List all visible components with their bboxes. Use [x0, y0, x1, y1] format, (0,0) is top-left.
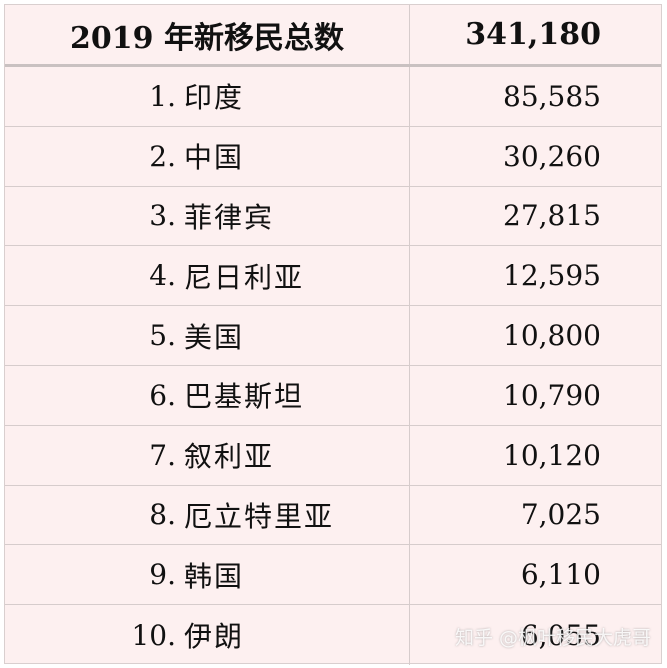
- country-name: 尼日利亚: [184, 260, 305, 294]
- country-name: 菲律宾: [184, 200, 275, 234]
- header-total: 341,180: [465, 17, 601, 52]
- country-cell: 1. 印度: [5, 67, 410, 126]
- table-header-row: 2019 年新移民总数 341,180: [5, 5, 661, 67]
- country-name: 中国: [184, 141, 245, 175]
- immigrant-count: 30,260: [503, 139, 601, 173]
- table-row: 3. 菲律宾 27,815: [5, 186, 661, 247]
- country-name: 伊朗: [184, 620, 245, 654]
- rank-number: 7.: [149, 438, 176, 472]
- country-cell: 8. 厄立特里亚: [5, 485, 410, 545]
- rank-number: 5.: [149, 319, 176, 353]
- rank-number: 9.: [149, 558, 176, 592]
- rank-number: 1.: [149, 79, 176, 113]
- immigrant-count: 7,025: [520, 498, 601, 532]
- country-cell: 4. 尼日利亚: [5, 246, 410, 306]
- immigrant-count: 6,055: [520, 618, 601, 652]
- country-name: 韩国: [184, 559, 245, 593]
- rank-number: 6.: [149, 378, 176, 412]
- country-name: 巴基斯坦: [184, 380, 305, 414]
- country-cell: 2. 中国: [5, 126, 410, 186]
- watermark: 知乎 @枫叶移民大虎哥: [454, 627, 651, 649]
- country-cell: 3. 菲律宾: [5, 186, 410, 246]
- country-cell: 5. 美国: [5, 306, 410, 365]
- rank-number: 10.: [131, 618, 176, 652]
- table-row: 6. 巴基斯坦 10,790: [5, 366, 661, 426]
- table-row: 2. 中国 30,260: [5, 126, 661, 187]
- table-row: 10. 伊朗 6,055: [5, 605, 661, 665]
- immigrant-count: 10,800: [503, 319, 601, 353]
- table-row: 4. 尼日利亚 12,595: [5, 246, 661, 307]
- immigrant-count: 10,790: [503, 378, 601, 412]
- country-name: 叙利亚: [184, 440, 275, 474]
- immigrant-count: 12,595: [503, 259, 601, 293]
- country-name: 印度: [184, 81, 245, 115]
- rank-number: 4.: [149, 259, 176, 293]
- country-name: 厄立特里亚: [184, 499, 335, 533]
- rank-number: 3.: [149, 199, 176, 233]
- country-cell: 10. 伊朗: [5, 605, 410, 665]
- header-title: 2019 年新移民总数: [5, 5, 410, 64]
- rank-number: 8.: [149, 498, 176, 532]
- immigrant-count: 10,120: [503, 438, 601, 472]
- country-cell: 9. 韩国: [5, 545, 410, 605]
- rank-number: 2.: [149, 139, 176, 173]
- immigration-table: 2019 年新移民总数 341,180 1. 印度 85,585 2. 中国 30,260…: [4, 4, 662, 665]
- table-row: 1. 印度 85,585: [5, 67, 661, 127]
- country-cell: 7. 叙利亚: [5, 425, 410, 485]
- table-row: 7. 叙利亚 10,120: [5, 425, 661, 486]
- table-row: 8. 厄立特里亚 7,025: [5, 485, 661, 546]
- table-row: 5. 美国 10,800: [5, 306, 661, 366]
- country-cell: 6. 巴基斯坦: [5, 366, 410, 425]
- table-row: 9. 韩国 6,110: [5, 545, 661, 606]
- immigrant-count: 27,815: [503, 199, 601, 233]
- immigrant-count: 6,110: [520, 558, 601, 592]
- country-name: 美国: [184, 320, 245, 354]
- immigrant-count: 85,585: [503, 79, 601, 113]
